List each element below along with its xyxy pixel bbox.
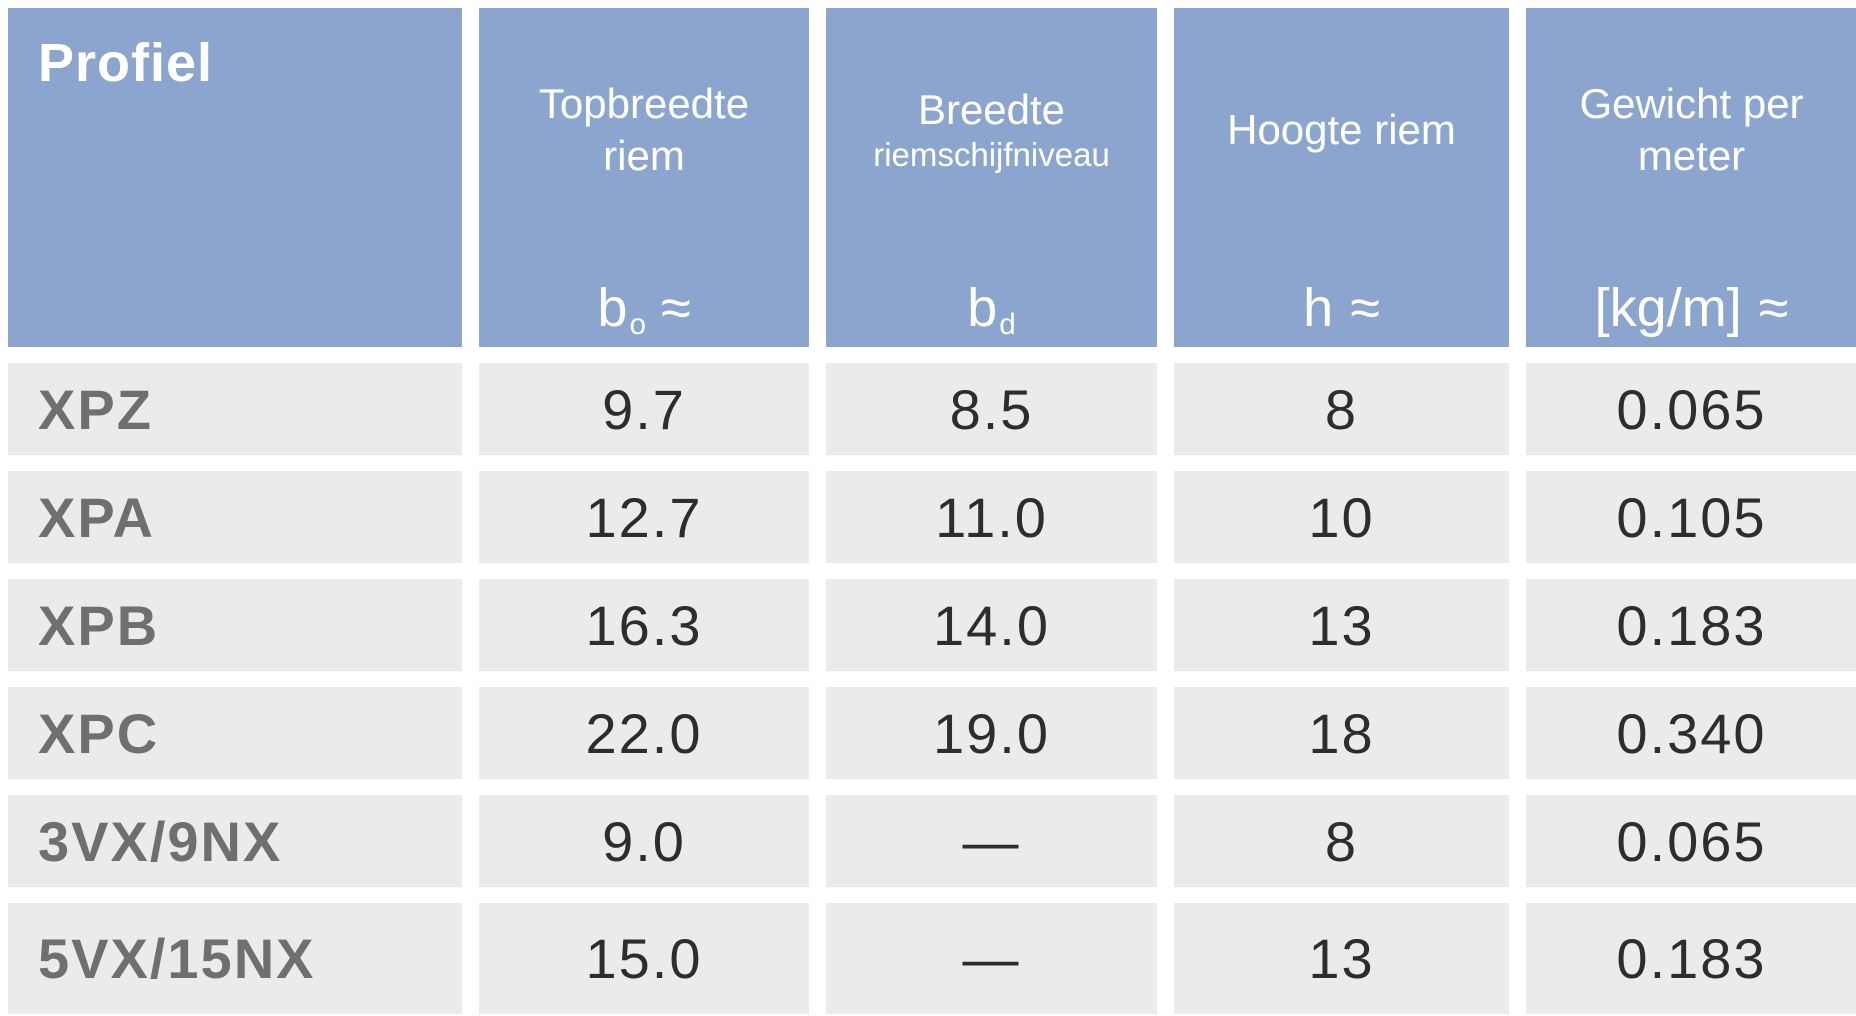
header-line: Breedte	[917, 85, 1066, 133]
col-header-profiel: Profiel	[8, 8, 462, 347]
symbol-base: b	[967, 278, 998, 338]
profile-cell-xpa: XPA	[8, 471, 462, 563]
value-cell-pulley-width: —	[826, 903, 1157, 1014]
col-symbol-bo: bo ≈	[479, 277, 809, 347]
value-cell-weight: 0.105	[1526, 471, 1856, 563]
symbol-subscript: o	[629, 308, 646, 342]
col-header-gewicht-per-meter: Gewicht per meter [kg/m] ≈	[1526, 8, 1856, 347]
header-line: Topbreedte	[538, 80, 750, 128]
value-cell-top-width: 9.7	[479, 363, 809, 455]
col-header-title: Topbreedte riem	[479, 8, 809, 277]
col-symbol-bd: bd	[826, 277, 1157, 347]
col-header-breedte-riemschijfniveau: Breedte riemschijfniveau bd	[826, 8, 1157, 347]
profile-cell-xpz: XPZ	[8, 363, 462, 455]
header-line: Hoogte riem	[1227, 105, 1456, 153]
value-cell-height: 8	[1174, 795, 1509, 887]
value-cell-height: 13	[1174, 579, 1509, 671]
value-cell-top-width: 22.0	[479, 687, 809, 779]
symbol-base: b	[597, 278, 628, 338]
profile-cell-3vx9nx: 3VX/9NX	[8, 795, 462, 887]
value-cell-weight: 0.340	[1526, 687, 1856, 779]
approx-sign: ≈	[1335, 278, 1380, 338]
value-cell-height: 13	[1174, 903, 1509, 1014]
value-cell-top-width: 15.0	[479, 903, 809, 1014]
value-cell-height: 8	[1174, 363, 1509, 455]
value-cell-top-width: 12.7	[479, 471, 809, 563]
profile-cell-xpc: XPC	[8, 687, 462, 779]
value-cell-weight: 0.065	[1526, 363, 1856, 455]
symbol-base: [kg/m]	[1594, 278, 1742, 338]
value-cell-weight: 0.065	[1526, 795, 1856, 887]
value-cell-pulley-width: 19.0	[826, 687, 1157, 779]
col-header-title: Hoogte riem	[1174, 8, 1509, 277]
value-cell-pulley-width: 14.0	[826, 579, 1157, 671]
value-cell-pulley-width: —	[826, 795, 1157, 887]
value-cell-top-width: 9.0	[479, 795, 809, 887]
header-line: Gewicht per	[1579, 80, 1804, 128]
value-cell-top-width: 16.3	[479, 579, 809, 671]
col-header-title: Breedte riemschijfniveau	[826, 8, 1157, 277]
approx-sign: ≈	[645, 278, 691, 338]
value-cell-height: 10	[1174, 471, 1509, 563]
col-header-topbreedte-riem: Topbreedte riem bo ≈	[479, 8, 809, 347]
col-header-title: Gewicht per meter	[1526, 8, 1856, 277]
approx-sign: ≈	[1743, 278, 1789, 338]
col-symbol-kg-per-m: [kg/m] ≈	[1526, 277, 1856, 347]
symbol-base: h	[1303, 278, 1334, 338]
value-cell-weight: 0.183	[1526, 579, 1856, 671]
value-cell-weight: 0.183	[1526, 903, 1856, 1014]
value-cell-pulley-width: 8.5	[826, 363, 1157, 455]
value-cell-pulley-width: 11.0	[826, 471, 1157, 563]
profile-cell-xpb: XPB	[8, 579, 462, 671]
symbol-subscript: d	[999, 308, 1016, 342]
header-line: meter	[1637, 131, 1746, 179]
col-header-hoogte-riem: Hoogte riem h ≈	[1174, 8, 1509, 347]
header-line: riemschijfniveau	[873, 135, 1110, 173]
profiel-label: Profiel	[38, 33, 214, 93]
value-cell-height: 18	[1174, 687, 1509, 779]
header-line: riem	[603, 131, 685, 179]
profile-cell-5vx15nx: 5VX/15NX	[8, 903, 462, 1014]
col-symbol-h: h ≈	[1174, 277, 1509, 347]
